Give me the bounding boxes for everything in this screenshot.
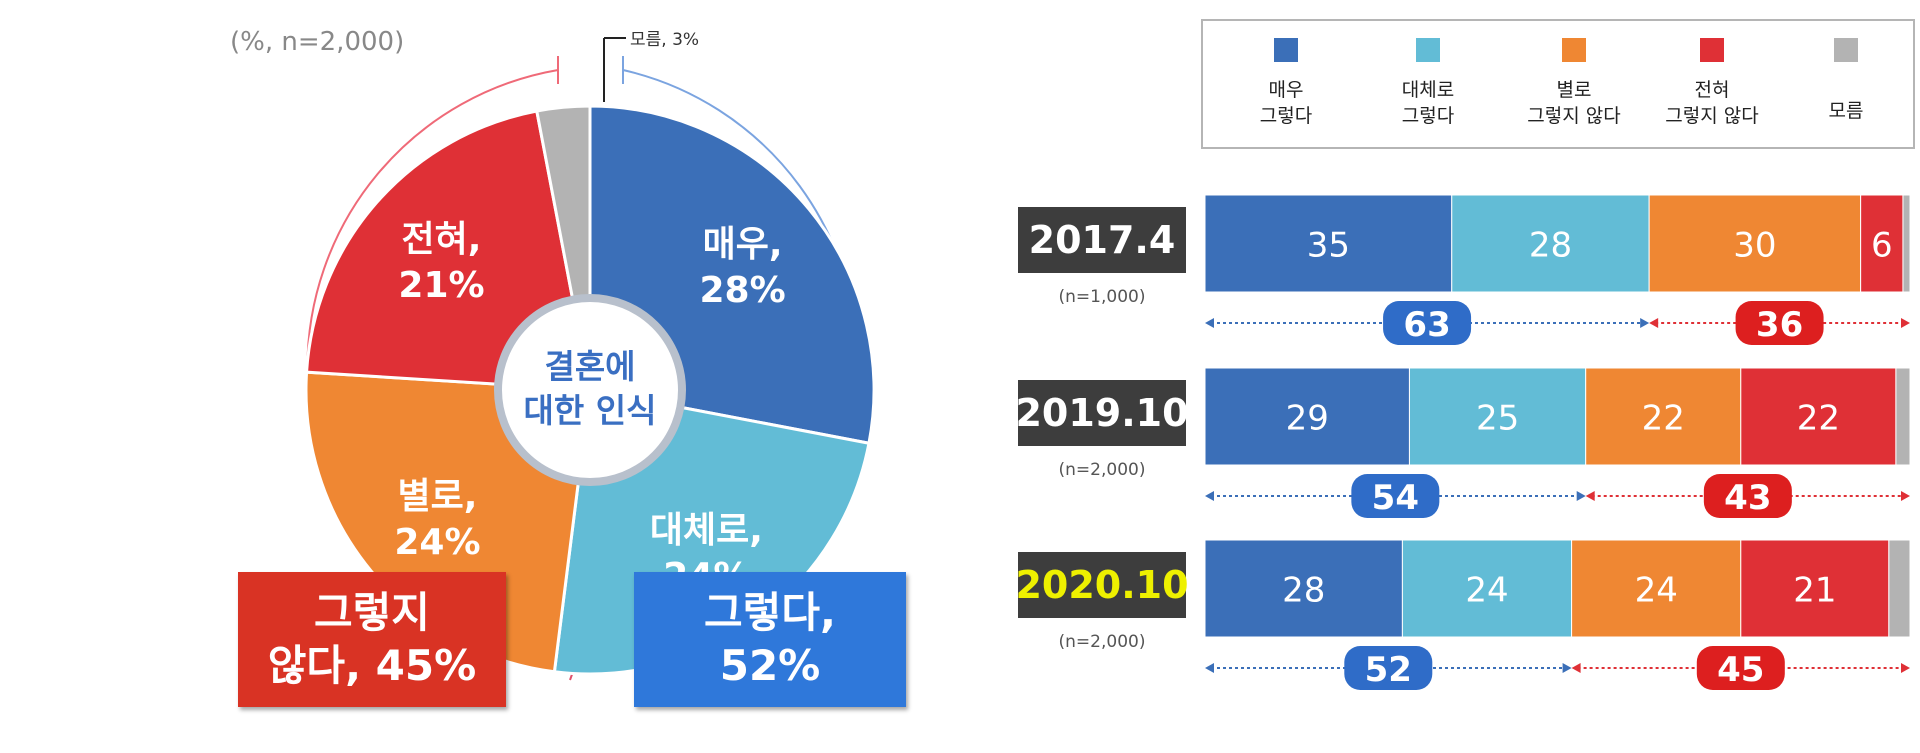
year-label: 2017.4 [1029, 218, 1176, 262]
negative-total-pill [1696, 646, 1785, 690]
pie-slice-label-not-really: 별로, [397, 476, 477, 517]
sample-size-label: (n=2,000) [1059, 460, 1146, 480]
pie-slice-label-not-at-all: 전혀, [402, 219, 482, 260]
pie-slice-value-not-really: 24% [394, 522, 480, 563]
bar-segment-somewhat [1451, 194, 1650, 293]
bar-segment-very [1204, 367, 1410, 466]
pie-center-label-line2: 대한 인식 [524, 391, 657, 430]
bar-value-label: 21 [1793, 571, 1836, 611]
legend-swatch-dont-know [1834, 38, 1858, 62]
negative-total-pill [1735, 301, 1824, 345]
legend-label-dont-know: 모름 [1829, 100, 1864, 122]
bar-value-label: 22 [1642, 399, 1685, 439]
pie-note: (%, n=2,000) [230, 27, 404, 57]
dont-know-callout-label: 모름, 3% [630, 30, 699, 50]
bar-value-label: 6 [1871, 226, 1893, 266]
positive-total-pill [1344, 646, 1433, 690]
pie-slice-value-very: 28% [699, 270, 785, 311]
negative-total-pill [1703, 474, 1792, 518]
bar-segment-not-at-all [1740, 539, 1890, 638]
legend-label-very: 그렇다 [1260, 105, 1312, 127]
legend-swatch-not-really [1562, 38, 1586, 62]
year-label-box [1018, 380, 1186, 446]
positive-arrowhead-left [1205, 491, 1214, 501]
not-agree-total-box: 그렇지 않다, 45% [238, 572, 506, 707]
bar-value-label: 24 [1635, 571, 1678, 611]
bar-segment-somewhat [1408, 367, 1587, 466]
positive-arrowhead-left [1205, 663, 1214, 673]
agree-total-box: 그렇다, 52% [634, 572, 906, 707]
bar-value-label: 30 [1733, 226, 1776, 266]
bar-value-label: 28 [1282, 571, 1325, 611]
bar-segment-dont-know [1902, 194, 1911, 293]
bar-value-label: 24 [1465, 571, 1508, 611]
legend-label-very: 매우 [1269, 79, 1304, 101]
bar-segment-very [1204, 194, 1453, 293]
legend-box [1201, 19, 1915, 149]
negative-total-label: 43 [1724, 478, 1771, 518]
bar-value-label: 29 [1286, 399, 1329, 439]
bar-segment-dont-know [1888, 539, 1911, 638]
bar-value-label: 25 [1476, 399, 1519, 439]
positive-arrowhead-right [1576, 491, 1586, 501]
pie-slice-label-very: 매우, [703, 224, 783, 265]
pie-center-label-line1: 결혼에 [544, 347, 635, 386]
legend-label-not-really: 그렇지 않다 [1527, 105, 1620, 127]
pie-slice-label-somewhat: 대체로, [650, 510, 763, 551]
positive-total-label: 52 [1365, 650, 1412, 690]
legend-swatch-somewhat [1416, 38, 1440, 62]
negative-arrowhead-left [1571, 663, 1581, 673]
negative-arrowhead-right [1901, 663, 1910, 673]
negative-arrowhead-left [1649, 318, 1659, 328]
positive-total-label: 63 [1403, 305, 1450, 345]
bar-value-label: 35 [1307, 226, 1350, 266]
positive-total-pill [1383, 301, 1472, 345]
legend-swatch-not-at-all [1700, 38, 1724, 62]
bar-segment-not-really [1648, 194, 1862, 293]
bar-value-label: 28 [1529, 226, 1572, 266]
year-label-box [1018, 207, 1186, 273]
bar-segment-not-at-all [1740, 367, 1897, 466]
positive-arrowhead-right [1562, 663, 1572, 673]
legend-swatch-very [1274, 38, 1298, 62]
stacked-bars: 35 28 30 6 2017.4 (n=1,000) 63 36 29 25 22 22 2019.1… [1015, 194, 1911, 690]
year-label-box [1018, 552, 1186, 618]
bar-segment-very [1204, 539, 1403, 638]
positive-arrowhead-left [1205, 318, 1214, 328]
legend-label-not-at-all: 그렇지 않다 [1665, 105, 1758, 127]
legend-label-somewhat: 대체로 [1402, 79, 1454, 101]
sample-size-label: (n=2,000) [1059, 632, 1146, 652]
bar-segment-not-at-all [1860, 194, 1904, 293]
negative-arrowhead-left [1585, 491, 1595, 501]
positive-total-pill [1351, 474, 1440, 518]
positive-arrowhead-right [1640, 318, 1650, 328]
year-label: 2019.10 [1015, 391, 1188, 435]
legend-label-somewhat: 그렇다 [1402, 105, 1454, 127]
bar-segment-somewhat [1401, 539, 1573, 638]
legend-label-not-at-all: 전혀 [1695, 79, 1730, 101]
negative-arrowhead-right [1901, 491, 1910, 501]
negative-arrowhead-right [1901, 318, 1910, 328]
pie-center-circle [494, 294, 686, 486]
bar-segment-not-really [1571, 539, 1742, 638]
legend-label-not-really: 별로 [1557, 79, 1592, 101]
negative-total-label: 36 [1756, 305, 1803, 345]
bar-value-label: 22 [1797, 399, 1840, 439]
bar-segment-dont-know [1895, 367, 1911, 466]
bar-segment-not-really [1585, 367, 1742, 466]
positive-total-label: 54 [1372, 478, 1419, 518]
year-label: 2020.10 [1015, 563, 1188, 607]
pie-slice-value-not-at-all: 21% [398, 265, 484, 306]
negative-total-label: 45 [1717, 650, 1764, 690]
sample-size-label: (n=1,000) [1059, 287, 1146, 307]
pie-slice-not-at-all [304, 109, 592, 392]
